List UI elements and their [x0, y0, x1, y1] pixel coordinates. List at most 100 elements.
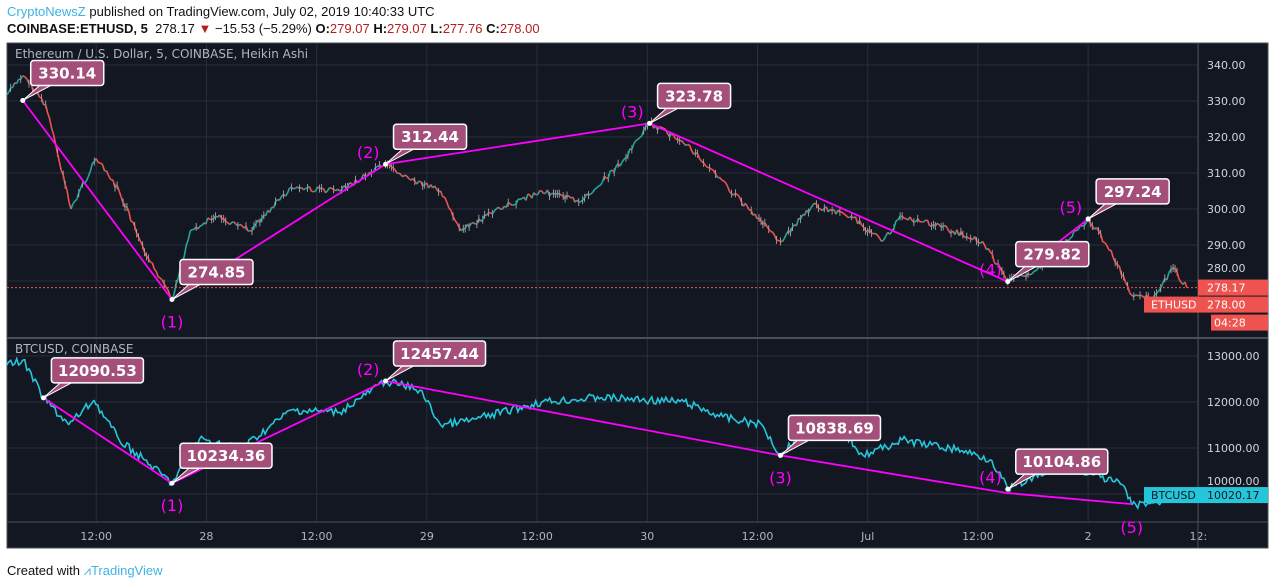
candle	[404, 174, 408, 177]
candle	[913, 220, 917, 223]
candle	[533, 192, 537, 196]
candle	[1166, 272, 1170, 281]
candle	[746, 206, 750, 211]
candle	[1083, 222, 1087, 227]
candle	[165, 287, 169, 291]
candle	[268, 206, 273, 213]
candle	[497, 206, 501, 210]
high-label: H:	[373, 21, 388, 36]
btc-line-segment	[990, 459, 1009, 490]
last-price-value: 278.17	[1207, 282, 1246, 295]
callout-box	[50, 357, 145, 384]
candle	[811, 202, 816, 206]
candle	[681, 140, 685, 144]
candle	[406, 175, 410, 180]
candle	[50, 127, 55, 135]
candle	[588, 193, 591, 196]
callout-anchor	[169, 297, 175, 303]
candle	[771, 231, 776, 236]
wave-label: (3)	[621, 102, 644, 121]
created-with: Created with	[7, 563, 80, 578]
open-value: 279.07	[329, 21, 370, 36]
candle	[85, 175, 90, 182]
candle	[709, 167, 713, 171]
candle	[991, 253, 995, 263]
candle	[721, 179, 724, 182]
callout-label: 10234.36	[187, 447, 266, 465]
candle	[944, 224, 948, 229]
candle	[1003, 274, 1007, 280]
candle	[446, 201, 450, 209]
callout-box	[656, 82, 732, 110]
candle	[277, 198, 280, 202]
candle	[802, 213, 805, 217]
callout-label: 323.78	[665, 87, 723, 105]
candle	[396, 172, 400, 175]
candle	[247, 229, 251, 232]
callout-box	[1015, 448, 1109, 475]
candle	[901, 215, 905, 219]
author-link[interactable]: CryptoNewsZ	[7, 4, 86, 19]
candle	[673, 135, 677, 140]
candle	[1069, 236, 1073, 239]
btc-last-value: 10020.17	[1207, 489, 1260, 502]
candle	[558, 193, 562, 196]
close-price-tag	[1144, 296, 1268, 313]
candle	[454, 220, 458, 224]
candle	[215, 215, 218, 218]
candle	[851, 215, 855, 219]
candle	[1184, 281, 1188, 288]
candle	[809, 204, 814, 209]
candle	[408, 177, 412, 181]
callout-anchor	[383, 378, 389, 384]
candle	[439, 190, 444, 198]
candle	[64, 184, 68, 191]
pane-title: Ethereum / U.S. Dollar, 5, COINBASE, Hei…	[15, 47, 308, 61]
x-tick-label: 12:00	[521, 530, 553, 543]
callout-anchor	[20, 97, 26, 103]
candle	[572, 196, 576, 203]
callout-label: 274.85	[188, 264, 246, 282]
candle	[509, 203, 513, 207]
callout-label: 12457.44	[400, 345, 479, 363]
candle	[590, 192, 593, 195]
candle	[275, 199, 279, 202]
candle	[795, 217, 800, 227]
callout-anchor	[1085, 216, 1091, 222]
candle	[472, 221, 476, 225]
candle	[621, 158, 625, 163]
close-value: 278.00	[499, 21, 540, 36]
x-tick-label: 12:00	[80, 530, 112, 543]
btc-line-segment	[600, 392, 685, 406]
candle	[946, 227, 950, 232]
callout-label: 312.44	[401, 128, 459, 146]
callout-anchor	[777, 452, 783, 458]
candle	[566, 194, 570, 197]
candle	[392, 167, 396, 171]
y-tick-label: 340.00	[1207, 59, 1246, 72]
candle	[637, 137, 641, 141]
candle	[507, 201, 511, 205]
candle	[889, 231, 893, 235]
candle	[15, 78, 20, 84]
countdown-value: 04:28	[1214, 317, 1246, 330]
candle	[519, 197, 523, 200]
candle	[58, 161, 63, 171]
candle	[400, 174, 404, 178]
candle	[962, 234, 966, 238]
candle	[698, 158, 703, 162]
candle	[137, 236, 142, 242]
candle	[970, 237, 974, 241]
candle	[799, 214, 804, 220]
candle	[603, 175, 607, 179]
candle	[233, 221, 237, 225]
candle	[245, 225, 249, 232]
wave-label: (3)	[769, 468, 792, 487]
btc-line-segment	[67, 399, 95, 426]
candle	[1176, 271, 1180, 280]
candle	[197, 225, 201, 230]
candle	[1099, 233, 1104, 243]
tradingview-link[interactable]: TradingView	[90, 563, 163, 578]
low-label: L:	[430, 21, 443, 36]
